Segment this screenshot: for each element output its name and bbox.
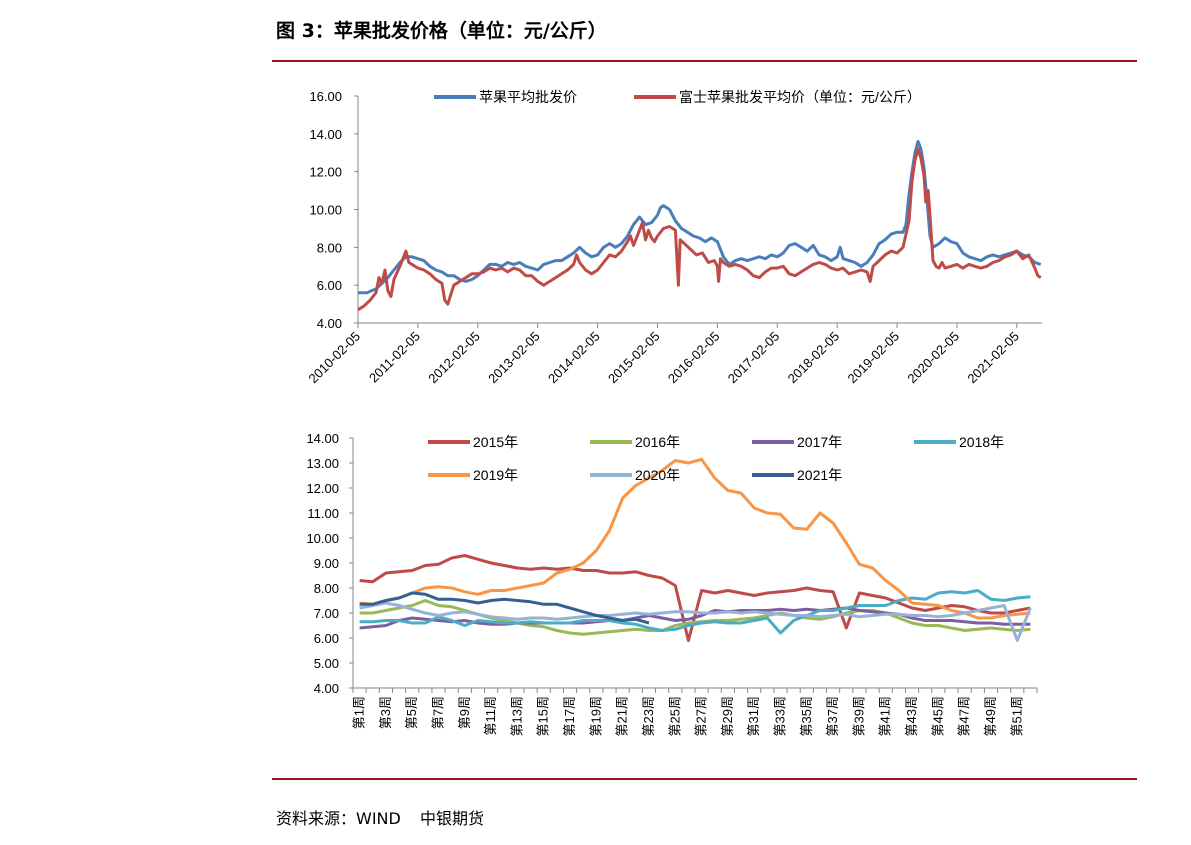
chart2-series-line-5: [359, 457, 1031, 620]
top-divider: [272, 60, 1137, 62]
chart2-x-tick-label: 第1周: [352, 696, 367, 729]
chart1-legend: 苹果平均批发价 富士苹果批发平均价（单位：元/公斤）: [434, 89, 921, 105]
chart2-x-tick-label: 第13周: [509, 696, 524, 736]
chart2-y-tick-label: 4.00: [314, 681, 339, 696]
chart2-series-line-6: [359, 601, 1032, 642]
chart2-legend-label: 2016年: [635, 434, 680, 450]
source-note: 资料来源：WIND 中银期货: [276, 805, 498, 829]
chart1-x-tick-label: 2019-02-05: [845, 329, 903, 387]
chart1-y-tick-label: 4.00: [317, 316, 342, 331]
chart1-x-tick-label: 2014-02-05: [545, 329, 603, 387]
chart1-x-tick-label: 2010-02-05: [305, 329, 363, 387]
chart2-x-tick-label: 第51周: [1009, 696, 1024, 736]
chart1-x-tick-label: 2017-02-05: [725, 329, 783, 387]
chart2-legend: 2015年 2016年 2017年 2018年 2019年 2020年 2021年: [428, 434, 1004, 483]
chart2-y-tick-label: 13.00: [306, 456, 339, 471]
chart2-y-tick-label: 9.00: [314, 556, 339, 571]
chart2-y-tick-label: 14.00: [306, 431, 339, 446]
chart2-series-line-1: [359, 554, 1031, 642]
chart1-legend-label: 富士苹果批发平均价（单位：元/公斤）: [679, 89, 921, 105]
chart2-legend-label: 2015年: [473, 434, 518, 450]
chart2-x-tick-label: 第29周: [720, 696, 735, 736]
chart2-axes: 4.00 5.00 6.00 7.00 8.00 9.00 10.00 11.00 12.00 1…: [306, 431, 1038, 736]
chart2-y-tick-label: 12.00: [306, 481, 339, 496]
chart1-x-tick-label: 2015-02-05: [605, 329, 663, 387]
chart1-x-tick-label: 2012-02-05: [425, 329, 483, 387]
chart2-x-tick-label: 第35周: [799, 696, 814, 736]
chart1-y-tick-label: 12.00: [309, 165, 342, 180]
chart2-x-tick-label: 第7周: [431, 696, 446, 729]
chart2-x-tick-label: 第37周: [825, 696, 840, 736]
chart2-x-tick-label: 第31周: [746, 696, 761, 736]
chart1-y-tick-label: 8.00: [317, 240, 342, 255]
chart1-y-tick-label: 10.00: [309, 203, 342, 218]
chart2-x-tick-label: 第45周: [930, 696, 945, 736]
chart2-series-line-4: [359, 589, 1031, 635]
source-label: 资料来源：WIND: [276, 809, 401, 828]
bottom-divider: [272, 778, 1137, 780]
chart2-lines: [359, 457, 1032, 642]
chart2-x-tick-label: 第9周: [457, 696, 472, 729]
chart2-y-tick-label: 8.00: [314, 581, 339, 596]
chart2-legend-label: 2020年: [635, 467, 680, 483]
chart2-x-tick-label: 第49周: [983, 696, 998, 736]
chart1-lines: [357, 139, 1042, 312]
chart1-x-tick-label: 2021-02-05: [964, 329, 1022, 387]
chart2-x-tick-label: 第27周: [694, 696, 709, 736]
chart2-y-tick-label: 10.00: [306, 531, 339, 546]
chart1-x-tick-label: 2020-02-05: [904, 329, 962, 387]
chart-weekly-price-by-year: 4.00 5.00 6.00 7.00 8.00 9.00 10.00 11.00 12.00 1…: [306, 431, 1038, 736]
chart1-series-line-1: [358, 139, 1042, 295]
chart1-y-tick-label: 14.00: [309, 127, 342, 142]
chart2-x-tick-label: 第5周: [404, 696, 419, 729]
source-org: 中银期货: [419, 809, 484, 828]
chart2-y-tick-label: 6.00: [314, 631, 339, 646]
chart2-x-tick-label: 第47周: [957, 696, 972, 736]
chart1-x-tick-label: 2013-02-05: [485, 329, 543, 387]
chart2-y-tick-label: 5.00: [314, 656, 339, 671]
chart2-legend-label: 2019年: [473, 467, 518, 483]
chart2-x-tick-label: 第23周: [641, 696, 656, 736]
chart2-legend-label: 2018年: [959, 434, 1004, 450]
chart2-legend-label: 2021年: [797, 467, 842, 483]
chart2-series-line-7: [359, 591, 650, 625]
chart2-y-tick-label: 11.00: [307, 506, 339, 521]
chart1-x-tick-label: 2018-02-05: [785, 329, 843, 387]
chart2-x-tick-label: 第43周: [904, 696, 919, 736]
chart1-legend-label: 苹果平均批发价: [479, 89, 577, 105]
chart-wholesale-price-timeseries: 4.00 6.00 8.00 10.00 12.00 14.00 16.00 2010-02-…: [305, 89, 1042, 387]
chart2-x-tick-label: 第15周: [536, 696, 551, 736]
chart2-x-tick-label: 第39周: [851, 696, 866, 736]
chart1-x-tick-label: 2016-02-05: [665, 329, 723, 387]
chart1-y-tick-label: 16.00: [309, 89, 342, 104]
chart2-legend-label: 2017年: [797, 434, 842, 450]
chart2-x-tick-label: 第11周: [483, 696, 498, 736]
chart1-y-tick-label: 6.00: [317, 278, 342, 293]
chart1-x-tick-label: 2011-02-05: [366, 329, 423, 386]
chart2-x-tick-label: 第25周: [667, 696, 682, 736]
chart2-y-tick-label: 7.00: [314, 606, 339, 621]
chart2-x-tick-label: 第17周: [562, 696, 577, 736]
figure-title: 图 3：苹果批发价格（单位：元/公斤）: [276, 20, 607, 42]
chart2-x-tick-label: 第41周: [878, 696, 893, 736]
chart2-x-tick-label: 第21周: [615, 696, 630, 736]
chart2-x-tick-label: 第19周: [588, 696, 603, 736]
chart2-x-tick-label: 第3周: [378, 696, 393, 729]
chart1-series-line-2: [357, 147, 1042, 312]
chart2-x-tick-label: 第33周: [773, 696, 788, 736]
